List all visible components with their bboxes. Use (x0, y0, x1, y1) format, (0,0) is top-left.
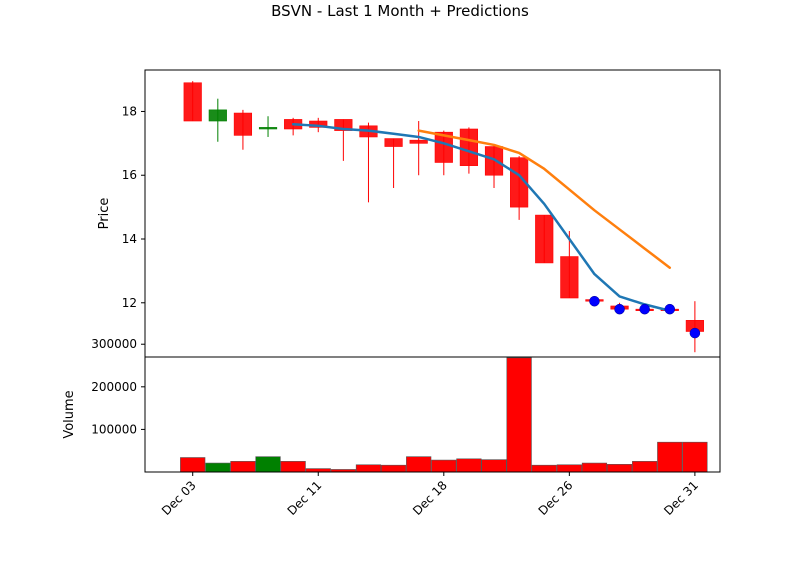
volume-bar (180, 457, 206, 473)
candle-body (208, 109, 227, 122)
candle-body (510, 157, 529, 208)
volume-bar (531, 464, 557, 473)
volume-panel: 100000 200000 300000 Volume (62, 337, 721, 473)
price-plot-area (145, 70, 720, 357)
x-tick-label: Dec 11 (285, 478, 325, 518)
volume-bar (657, 441, 683, 473)
candle-body (233, 112, 253, 136)
x-tick-label: Dec 18 (410, 478, 450, 518)
x-tick-label: Dec 03 (159, 478, 199, 518)
volume-bar (632, 461, 658, 473)
prediction-marker (639, 303, 650, 315)
candle-body (484, 146, 504, 176)
volume-bar (380, 464, 407, 473)
volume-bar (355, 464, 382, 473)
volume-bar (431, 459, 457, 473)
candle (560, 231, 579, 299)
candle (183, 81, 202, 122)
prediction-marker (689, 327, 701, 339)
volume-bar (230, 461, 256, 473)
x-tick-label: Dec 31 (661, 478, 701, 518)
price-y-tick-label: 14 (122, 232, 137, 246)
candle (384, 138, 403, 188)
prediction-line-1 (291, 122, 672, 313)
prediction-marker (589, 295, 600, 307)
candle (510, 156, 529, 220)
x-tick-label: Dec 26 (536, 478, 576, 518)
chart-title: BSVN - Last 1 Month + Predictions (271, 2, 529, 20)
volume-y-tick-label: 300000 (91, 337, 137, 351)
volume-bar (305, 468, 331, 473)
price-axis-label: Price (97, 198, 112, 230)
volume-bar (456, 458, 482, 473)
candle-body (409, 139, 428, 144)
price-y-tick-label: 18 (122, 104, 137, 118)
volume-y-tick-label: 100000 (91, 422, 137, 436)
prediction-marker (614, 303, 625, 315)
volume-bar (481, 459, 507, 473)
prediction-marker (664, 303, 676, 315)
volume-bar (606, 464, 633, 473)
candle (258, 116, 278, 137)
candle (535, 214, 554, 264)
candle (233, 109, 253, 150)
volume-bar (682, 441, 708, 473)
volume-bar (556, 464, 582, 473)
volume-bar (506, 357, 532, 473)
volume-bar (280, 461, 306, 473)
volume-bar (581, 462, 608, 473)
x-axis: Dec 03 Dec 11 Dec 18 Dec 26 Dec 31 (159, 472, 701, 518)
volume-bar (406, 456, 432, 473)
candle (334, 119, 353, 161)
prediction-line-2 (417, 129, 672, 269)
volume-plot-frame (144, 356, 721, 473)
volume-axis-label: Volume (62, 390, 77, 438)
volume-bar (255, 456, 281, 473)
candle-body (334, 119, 353, 131)
candle (208, 98, 227, 142)
candle-body (384, 138, 403, 147)
candle-body (183, 82, 202, 122)
candle-body (459, 128, 478, 166)
price-y-tick-label: 12 (122, 296, 137, 310)
candle (484, 144, 504, 188)
candle-body (535, 214, 554, 264)
price-panel: 12 14 16 18 Price (97, 69, 721, 358)
candle-body (258, 127, 278, 130)
volume-bar (205, 462, 231, 473)
price-y-tick-label: 16 (122, 168, 137, 182)
volume-y-tick-label: 200000 (91, 380, 137, 394)
candle-body (560, 256, 579, 299)
